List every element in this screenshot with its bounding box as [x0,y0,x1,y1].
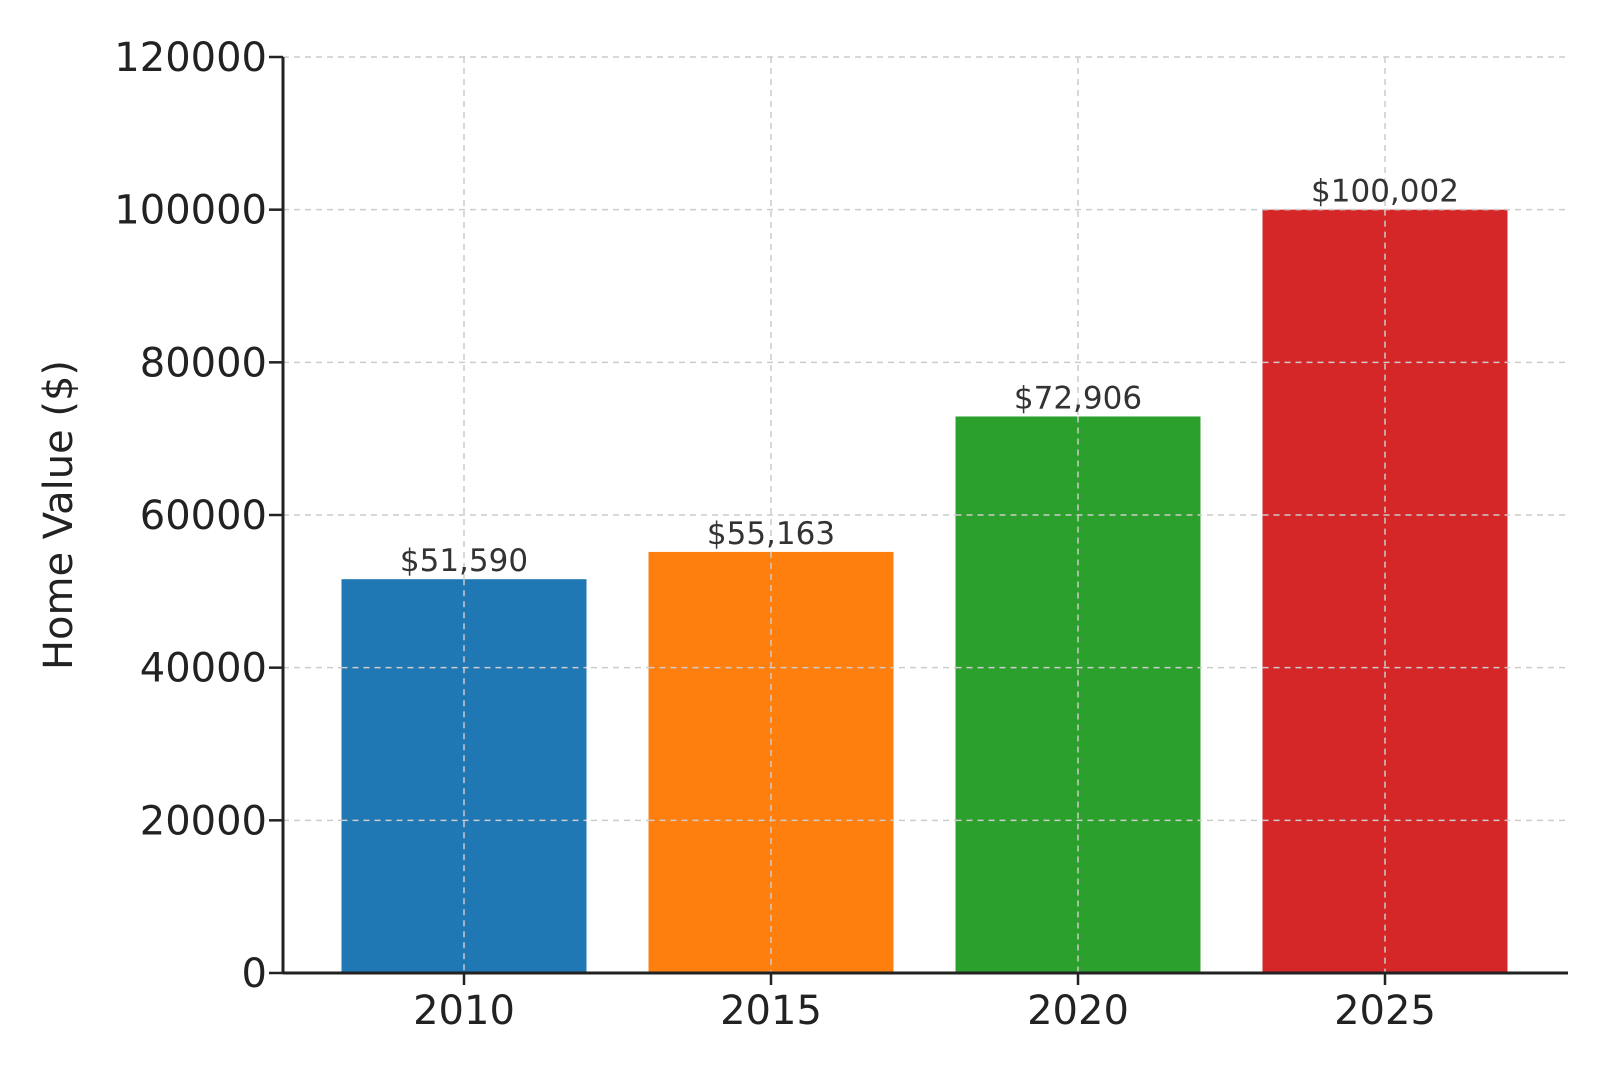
y-tick-label: 40000 [140,646,267,692]
bar-value-label: $72,906 [1014,380,1142,416]
bar-value-label: $51,590 [400,543,528,579]
x-tick-label: 2010 [413,988,515,1034]
y-tick-label: 120000 [114,35,267,81]
x-axis-ticks: 2010 2015 2020 2025 [413,973,1436,1034]
y-tick-label: 80000 [140,340,267,386]
x-tick-label: 2015 [720,988,822,1034]
bar-value-label: $100,002 [1311,174,1459,210]
bars [341,209,1508,974]
x-tick-label: 2020 [1027,988,1129,1034]
bar-value-labels: $51,590 $55,163 $72,906 $100,002 [341,174,1508,973]
x-tick-label: 2025 [1334,988,1436,1034]
y-axis-ticks: 0 20000 40000 60000 80000 100000 120000 [114,35,283,997]
y-tick-label: 60000 [140,493,267,539]
y-tick-label: 20000 [140,798,267,844]
bar-2025 [1262,209,1508,974]
y-tick-label: 0 [242,951,267,997]
y-tick-label: 100000 [114,188,267,234]
bar-2010 [341,579,587,973]
y-axis-title: Home Value ($) [36,360,82,670]
bar-value-label: $55,163 [707,516,835,552]
